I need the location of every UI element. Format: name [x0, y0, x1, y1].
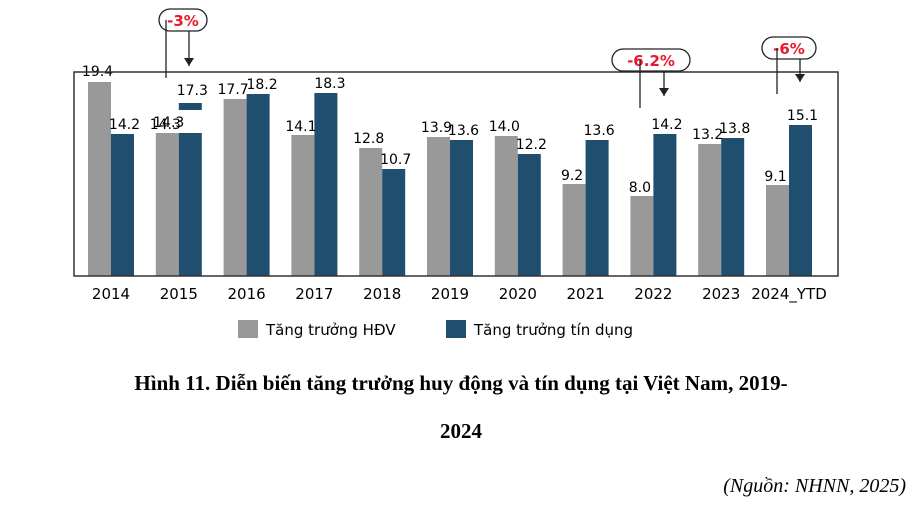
annotation-pill — [158, 8, 208, 32]
label-tindung-2018: 10.7 — [380, 152, 411, 168]
bar-tindung-2014 — [111, 134, 134, 276]
value-labels-layer: 19.414.317.714.112.813.9 14.09.28.013.29.… — [82, 64, 818, 196]
label-tindung-2019: 13.6 — [448, 123, 479, 139]
x-tick-label-2014: 2014 — [92, 285, 130, 303]
figure-caption-line1: Hình 11. Diễn biến tăng trưởng huy động … — [134, 371, 788, 395]
bar-tindung-2020 — [517, 154, 541, 276]
bar-hdv-2014 — [88, 82, 111, 276]
x-tick-label-2022: 2022 — [634, 285, 672, 303]
label-hdv-2020: 14.0 — [489, 119, 520, 135]
annotation-pill — [761, 36, 817, 60]
x-tick-label-2020: 2020 — [499, 285, 537, 303]
bar-hdv-2022 — [630, 196, 654, 276]
bar-tindung-2018 — [382, 169, 406, 276]
bar-hdv-2018 — [359, 148, 383, 276]
bar-tindung-2023 — [721, 138, 745, 276]
legend-swatch-tindung — [446, 320, 466, 338]
bar-hdv-2021 — [562, 184, 586, 276]
legend-label-hdv: Tăng trưởng HĐV — [265, 321, 396, 339]
source-note: (Nguồn: NHNN, 2025) — [723, 475, 906, 497]
annotation-text: -6% — [773, 40, 805, 58]
label-hdv-2024_YTD: 9.1 — [764, 169, 786, 185]
legend-label-tindung: Tăng trưởng tín dụng — [473, 321, 633, 339]
annotation-text: -6.2% — [627, 52, 675, 70]
label-hdv-2021: 9.2 — [561, 168, 583, 184]
annotation-text: -3% — [167, 12, 199, 30]
chart: 19.414.317.714.112.813.9 14.09.28.013.29.… — [73, 8, 839, 339]
label-hdv-2023: 13.2 — [692, 127, 723, 143]
label-tindung-2024_YTD: 15.1 — [787, 108, 818, 124]
bar-tindung-2022 — [653, 134, 677, 276]
bar-hdv-2017 — [291, 135, 315, 276]
legend-swatch-hdv — [238, 320, 258, 338]
label-hdv-2022: 8.0 — [629, 180, 651, 196]
bar-hdv-2015 — [155, 133, 179, 276]
label-tindung-2014: 14.2 — [109, 117, 140, 133]
label-tindung-2015-lower: 14.3 — [153, 115, 184, 131]
x-tick-label-2016: 2016 — [228, 285, 266, 303]
x-tick-label-2017: 2017 — [295, 285, 333, 303]
label-hdv-2018: 12.8 — [353, 131, 384, 147]
annotation-2022: -6.2% — [611, 48, 691, 108]
label-hdv-2019: 13.9 — [421, 120, 452, 136]
annotation-2015: -3% — [158, 8, 208, 78]
x-tick-label-2019: 2019 — [431, 285, 469, 303]
annotation-arrowhead — [659, 88, 669, 96]
annotation-arrowhead — [184, 58, 194, 66]
bar-hdv-2016 — [223, 99, 247, 276]
label-tindung-2022: 14.2 — [651, 117, 682, 133]
x-tick-label-2024_YTD: 2024_YTD — [751, 285, 827, 304]
label-tindung-2016: 18.2 — [247, 77, 278, 93]
label-tindung-2015: 17.3 — [177, 83, 208, 99]
x-tick-label-2021: 2021 — [567, 285, 605, 303]
bars-layer — [88, 82, 812, 276]
label-tindung-2021: 13.6 — [584, 123, 615, 139]
x-axis: 2014 2015 2016 2017 2018 2019 2020 2021 2022 2023… — [73, 71, 839, 304]
figure-caption-line2: 2024 — [440, 419, 482, 443]
annotation-arrowhead — [795, 74, 805, 82]
bar-tindung-2024_YTD — [789, 125, 812, 276]
annotation-pill — [611, 48, 691, 72]
bar-tindung-2021 — [585, 140, 609, 276]
bar-tindung-2017 — [314, 93, 338, 276]
x-tick-label-2018: 2018 — [363, 285, 401, 303]
bar-hdv-2019 — [427, 137, 450, 276]
bar-tindung-2015 — [178, 133, 202, 276]
label-hdv-2015: 14.3 — [150, 117, 181, 133]
label-tindung-2023: 13.8 — [719, 121, 750, 137]
label-tindung-2020: 12.2 — [516, 137, 547, 153]
bar-hdv-2020 — [494, 136, 518, 276]
plot-frame — [73, 71, 839, 277]
label-tindung-2017: 18.3 — [314, 76, 345, 92]
x-tick-label-2015: 2015 — [160, 285, 198, 303]
legend: Tăng trưởng HĐV Tăng trưởng tín dụng — [238, 320, 633, 339]
bar-tindung-2016 — [246, 94, 270, 276]
label-hdv-2017: 14.1 — [285, 119, 316, 135]
bar-tindung-2019 — [450, 140, 473, 276]
bar-tindung-2015-ytd-marker — [178, 103, 202, 110]
bar-hdv-2024_YTD — [766, 185, 789, 276]
x-tick-label-2023: 2023 — [702, 285, 740, 303]
bar-hdv-2023 — [698, 144, 722, 276]
annotation-2024_YTD: -6% — [761, 36, 817, 94]
annotations-layer: -3% -6.2% -6% — [158, 8, 817, 108]
label-hdv-2016: 17.7 — [218, 82, 249, 98]
